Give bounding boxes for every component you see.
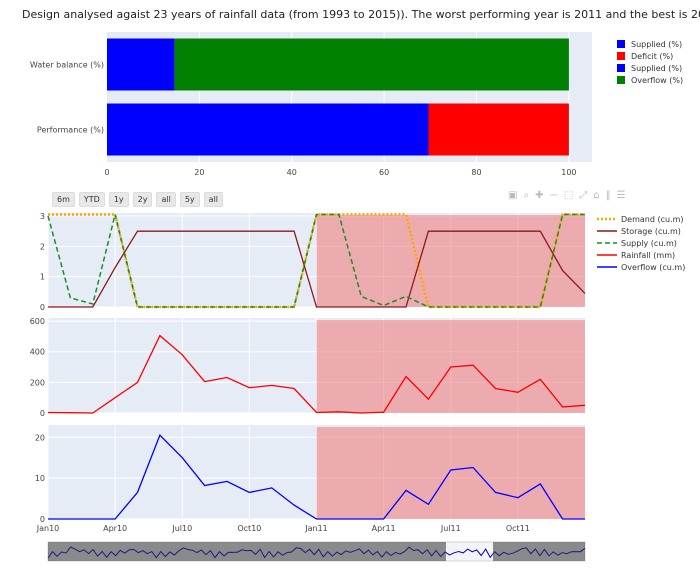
legend-line-sample <box>597 254 617 256</box>
y-tick-label: 0 <box>40 409 45 418</box>
legend-item[interactable]: Overflow (cu.m) <box>597 261 685 273</box>
legend-label: Overflow (%) <box>631 75 684 85</box>
y-tick-label: 20 <box>35 433 45 442</box>
range-button[interactable]: 6m <box>52 192 75 207</box>
y-tick-label: 10 <box>35 474 45 483</box>
legend-label: Supplied (%) <box>631 63 683 73</box>
performance-bar-chart: 0 20 40 60 80 100 Performance (%) Water balance… <box>30 32 592 177</box>
legend-label: Rainfall (mm) <box>621 250 676 260</box>
legend-label: Deficit (%) <box>631 51 674 61</box>
y-tick-label: 2 <box>40 242 45 251</box>
x-tick-label: Apr10 <box>103 524 127 533</box>
modebar: ▣ ⌕ ✚ − ⬚ ⤢ ⌂ ‖ ☰ <box>508 190 626 201</box>
bar-chart-legend: Supplied (%) Deficit (%) Supplied (%) Overf… <box>617 38 683 86</box>
bar-supplied <box>107 38 175 91</box>
legend-item[interactable]: Supplied (%) <box>617 38 683 50</box>
x-tick-label: Oct10 <box>237 524 261 533</box>
y-tick-label: Water balance (%) <box>30 61 104 70</box>
range-slider-mask-left <box>48 542 446 561</box>
legend-item[interactable]: Supplied (%) <box>617 62 683 74</box>
x-tick-label: Apr11 <box>372 524 396 533</box>
legend-item[interactable]: Demand (cu.m) <box>597 213 685 225</box>
range-selector: 6m YTD 1y 2y all 5y all <box>52 192 224 207</box>
y-tick-label: 3 <box>40 212 45 221</box>
legend-item[interactable]: Overflow (%) <box>617 74 683 86</box>
range-button[interactable]: all <box>156 192 176 207</box>
legend-line-sample <box>597 242 617 244</box>
y-tick-label: 0 <box>40 303 45 312</box>
reset-icon[interactable]: ⌂ <box>593 190 600 201</box>
legend-item[interactable]: Rainfall (mm) <box>597 249 685 261</box>
legend-swatch <box>617 40 625 48</box>
shaded-period <box>316 215 585 307</box>
range-slider-mask-right <box>493 542 585 561</box>
autoscale-icon[interactable]: ⤢ <box>579 190 588 201</box>
series-line-overflow-cu-m <box>48 434 585 520</box>
bar-supplied <box>107 103 429 156</box>
timeseries-legend: Demand (cu.m) Storage (cu.m) Supply (cu.m)… <box>597 213 685 273</box>
y-tick-label: 600 <box>30 317 45 326</box>
legend-line-sample <box>597 217 617 221</box>
legend-swatch <box>617 52 625 60</box>
x-tick-label: 80 <box>471 168 481 177</box>
legend-line-sample <box>597 230 617 232</box>
zoom-icon[interactable]: ⌕ <box>523 190 530 201</box>
camera-icon[interactable]: ▣ <box>508 190 518 201</box>
x-tick-label: Oct11 <box>506 524 530 533</box>
range-button[interactable]: YTD <box>78 192 105 207</box>
x-tick-label: 100 <box>561 168 576 177</box>
page-title: Design analysed agaist 23 years of rainf… <box>22 8 700 21</box>
spike-icon[interactable]: ‖ <box>605 190 611 201</box>
y-tick-label: 200 <box>30 378 45 387</box>
legend-item[interactable]: Supply (cu.m) <box>597 237 685 249</box>
compare-icon[interactable]: ☰ <box>616 190 626 201</box>
y-tick-label: Performance (%) <box>37 126 104 135</box>
legend-swatch <box>617 76 625 84</box>
x-tick-label: Jan11 <box>304 524 328 533</box>
series-line-storage-cu-m <box>48 230 586 308</box>
range-button[interactable]: all <box>203 192 224 207</box>
x-tick-label: 60 <box>379 168 389 177</box>
y-tick-label: 1 <box>40 273 45 282</box>
legend-label: Supplied (%) <box>631 39 683 49</box>
range-button[interactable]: 1y <box>108 192 129 207</box>
legend-label: Supply (cu.m) <box>621 238 677 248</box>
minus-icon[interactable]: − <box>549 190 558 201</box>
legend-label: Demand (cu.m) <box>621 214 684 224</box>
x-tick-label: 20 <box>194 168 204 177</box>
plus-icon[interactable]: ✚ <box>535 190 544 201</box>
legend-label: Storage (cu.m) <box>621 226 681 236</box>
bar-overflow <box>174 38 569 91</box>
x-tick-label: Jan10 <box>36 524 60 533</box>
shaded-period <box>316 427 585 519</box>
x-tick-label: 0 <box>104 168 109 177</box>
x-tick-label: Jul10 <box>171 524 192 533</box>
x-tick-label: Jul11 <box>440 524 461 533</box>
legend-item[interactable]: Deficit (%) <box>617 50 683 62</box>
legend-label: Overflow (cu.m) <box>621 262 686 272</box>
x-tick-label: 40 <box>287 168 297 177</box>
series-line-supply-cu-m <box>47 213 585 308</box>
y-tick-label: 0 <box>40 515 45 524</box>
series-line-rainfall-mm <box>47 334 586 414</box>
bar-deficit <box>428 103 569 156</box>
range-button[interactable]: 2y <box>132 192 153 207</box>
legend-item[interactable]: Storage (cu.m) <box>597 225 685 237</box>
range-button[interactable]: 5y <box>179 192 200 207</box>
legend-line-sample <box>597 266 617 268</box>
box-select-icon[interactable]: ⬚ <box>563 190 574 201</box>
y-tick-label: 400 <box>30 348 45 357</box>
legend-swatch <box>617 64 625 72</box>
